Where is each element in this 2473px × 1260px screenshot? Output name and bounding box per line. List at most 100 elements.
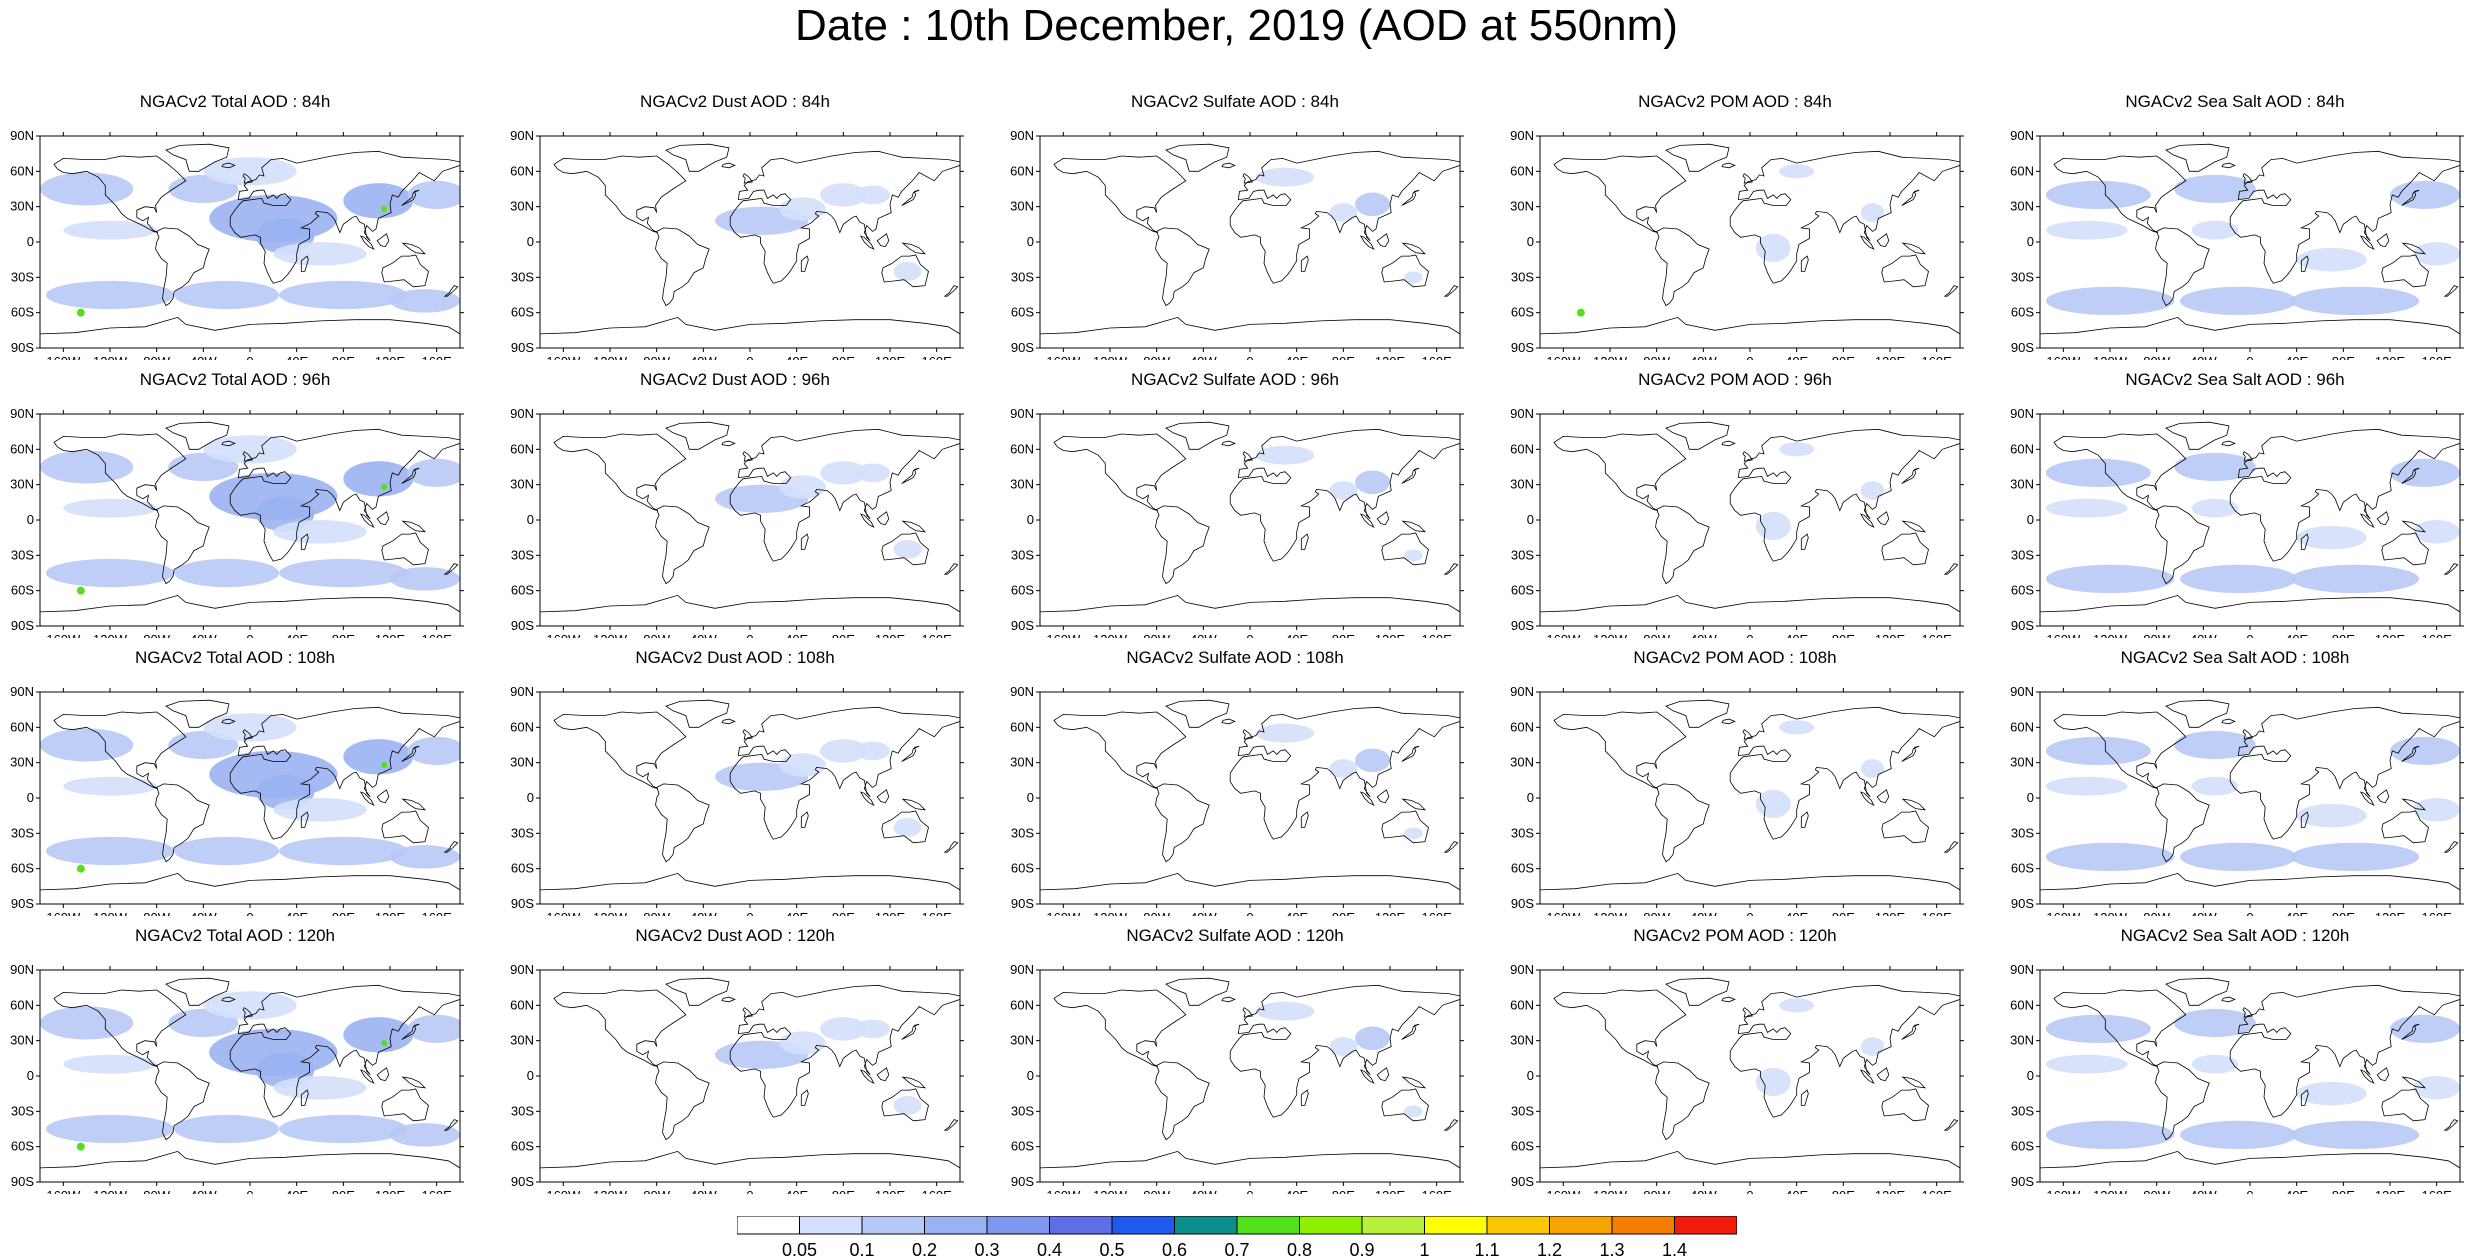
coastline-south-america (2155, 505, 2210, 585)
coastline-borneo (876, 1067, 890, 1082)
map-background (1040, 136, 1460, 348)
coastline-antarctica (2040, 316, 2460, 348)
coastline-north-america (553, 433, 687, 511)
lat-tick-label: 30N (10, 755, 34, 770)
lon-tick-label: 40W (2190, 1188, 2217, 1194)
coastline-greenland (1665, 143, 1730, 172)
lon-tick-label: 40W (2190, 354, 2217, 360)
coastline-sumatra (2359, 513, 2375, 529)
lon-tick-label: 40W (1190, 632, 1217, 638)
lat-tick-label: 0 (1027, 512, 1034, 527)
lon-tick-label: 40E (1785, 910, 1808, 916)
lon-tick-label: 120W (593, 632, 628, 638)
map-panel-pom-3: NGACv2 POM AOD : 108h 90N 60N 30N 0 30S 60S 90S… (1500, 648, 1970, 916)
map-canvas: 90N 60N 30N 0 30S 60S 90S 160W 120W 80W 40W 0 40E 80E… (510, 406, 964, 638)
aod-region (273, 798, 367, 822)
coastlines (540, 421, 960, 626)
coastline-borneo (2376, 511, 2390, 526)
aod-region (893, 1096, 922, 1115)
aod-region (2045, 286, 2175, 316)
map-panel-seasalt-1: NGACv2 Sea Salt AOD : 84h 90N 60N 30N 0 30S 60… (2000, 92, 2470, 360)
aod-field (1255, 445, 1423, 562)
coastline-greenland (2165, 143, 2230, 172)
lat-tick-label: 30N (1510, 199, 1534, 214)
aod-region (1755, 789, 1791, 819)
coastlines (1040, 421, 1460, 626)
coastline-borneo (2376, 789, 2390, 804)
aod-region (2045, 1120, 2175, 1150)
coastline-iceland (221, 162, 236, 169)
lat-tick-label: 60N (510, 997, 534, 1012)
aod-field (2045, 174, 2460, 316)
coastline-iceland (1721, 440, 1736, 447)
coastline-borneo (2376, 233, 2390, 248)
lat-tick-label: 30N (2010, 755, 2034, 770)
lat-tick-label: 60N (1510, 997, 1534, 1012)
aod-field (715, 739, 922, 837)
lon-tick-label: 160W (546, 910, 581, 916)
lat-tick-label: 60N (1010, 441, 1034, 456)
coastline-antarctica (40, 316, 460, 348)
map-canvas: 90N 60N 30N 0 30S 60S 90S 160W 120W 80W 40W 0 40E 80E… (2010, 128, 2464, 360)
coastline-new-zealand (443, 563, 459, 575)
aod-region (203, 991, 297, 1020)
lon-tick-label: 40E (2285, 632, 2308, 638)
lon-tick-label: 80W (643, 910, 670, 916)
lat-tick-label: 0 (27, 790, 34, 805)
lat-tick-label: 60S (511, 305, 534, 320)
coastline-antarctica (2040, 872, 2460, 904)
map-canvas: 90N 60N 30N 0 30S 60S 90S 160W 120W 80W 40W 0 40E 80E… (2010, 962, 2464, 1194)
aod-region (2296, 247, 2367, 272)
aod-region (1404, 271, 1423, 284)
lat-tick-label: 30S (1511, 269, 1534, 284)
lat-tick-label: 0 (527, 234, 534, 249)
aod-region (2390, 458, 2460, 488)
lon-tick-label: 80W (1143, 632, 1170, 638)
lon-tick-label: 40E (1285, 354, 1308, 360)
coastline-japan (2401, 745, 2420, 762)
lon-tick-label: 80E (1832, 354, 1855, 360)
coastline-north-america (2053, 433, 2187, 511)
coastline-japan (401, 467, 420, 484)
aod-field (2045, 452, 2460, 594)
lat-tick-label: 60N (510, 163, 534, 178)
aod-hotspot (381, 206, 388, 213)
aod-region (343, 1017, 414, 1053)
map-canvas: 90N 60N 30N 0 30S 60S 90S 160W 120W 80W 40W 0 40E 80E… (510, 684, 964, 916)
lon-tick-label: 120W (2093, 632, 2128, 638)
coastline-south-america (1155, 783, 1210, 863)
lon-tick-label: 160W (546, 354, 581, 360)
aod-region (203, 713, 297, 742)
map-background (540, 970, 960, 1182)
lat-tick-label: 0 (527, 1068, 534, 1083)
panel-title: NGACv2 POM AOD : 96h (1638, 370, 1832, 389)
coastline-iceland (1221, 718, 1236, 725)
aod-region (2045, 776, 2128, 796)
panel-title: NGACv2 Sea Salt AOD : 108h (2120, 648, 2350, 667)
map-canvas: 90N 60N 30N 0 30S 60S 90S 160W 120W 80W 40W 0 40E 80E… (2010, 684, 2464, 916)
lon-tick-label: 160W (546, 632, 581, 638)
coastline-borneo (376, 233, 390, 248)
lat-tick-label: 30N (1510, 1033, 1534, 1048)
lat-tick-label: 90S (511, 896, 534, 911)
lat-tick-label: 30N (2010, 199, 2034, 214)
lat-tick-label: 60N (1010, 719, 1034, 734)
lat-tick-label: 30S (1511, 547, 1534, 562)
aod-region (1860, 1037, 1885, 1056)
colorbar-label: 1.2 (1537, 1240, 1562, 1260)
coastline-madagascar (300, 533, 309, 550)
lon-tick-label: 120E (875, 632, 906, 638)
aod-region (2045, 180, 2151, 210)
coastline-antarctica (1540, 316, 1960, 348)
lat-tick-label: 30N (1010, 199, 1034, 214)
aod-region (2045, 458, 2151, 488)
aod-region (2174, 174, 2256, 204)
coastline-uk (2242, 451, 2253, 462)
aod-region (63, 1054, 157, 1074)
lat-tick-label: 60N (1010, 997, 1034, 1012)
colorbar-swatch (1049, 1216, 1113, 1235)
lon-tick-label: 40W (190, 1188, 217, 1194)
lon-tick-label: 80W (1643, 632, 1670, 638)
coastline-uk (742, 1007, 753, 1018)
lon-tick-label: 40E (1785, 632, 1808, 638)
